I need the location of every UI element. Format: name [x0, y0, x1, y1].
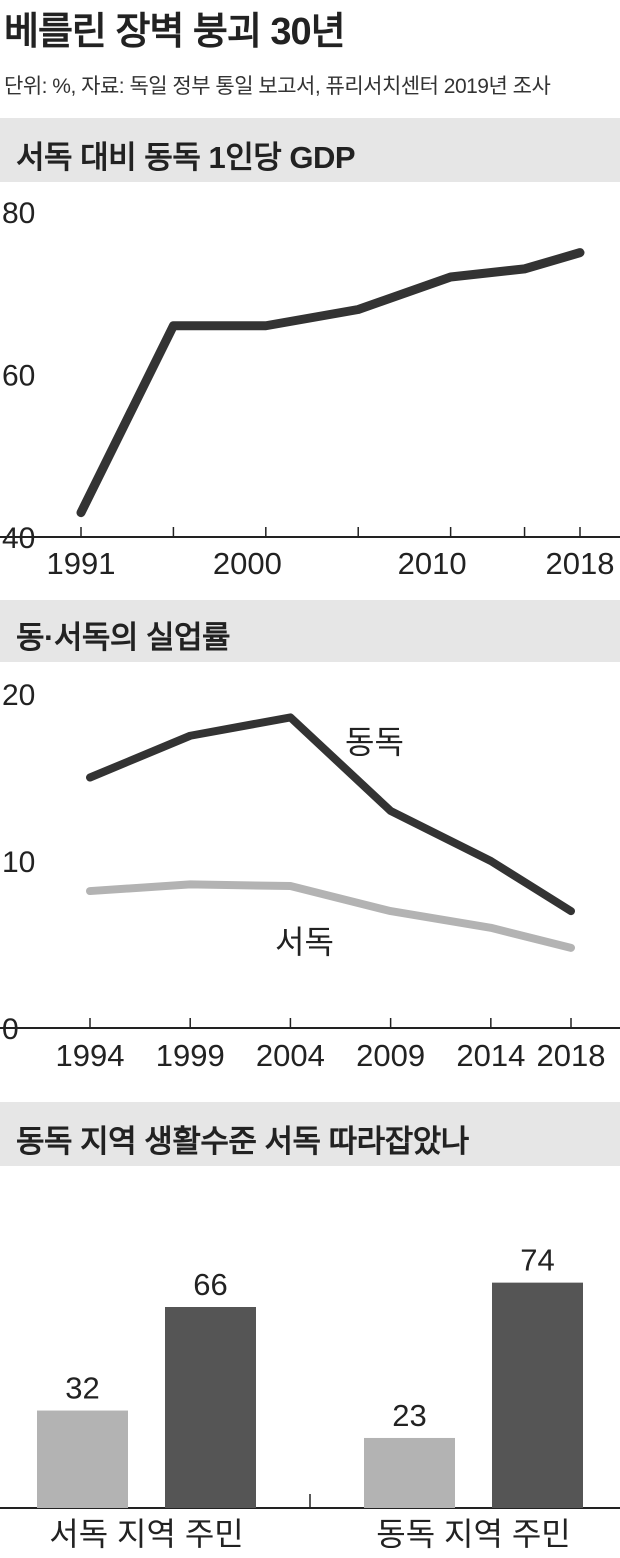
y-tick-label: 40 — [2, 522, 35, 555]
unemployment-chart-title: 동·서독의 실업률 — [16, 620, 231, 655]
bar — [492, 1282, 583, 1508]
category-label: 동독 지역 주민 — [376, 1516, 570, 1552]
y-tick-label: 10 — [2, 846, 35, 879]
x-tick-label: 2009 — [356, 1038, 425, 1073]
bar-value-label: 74 — [520, 1243, 554, 1278]
x-tick-label: 1999 — [156, 1038, 225, 1073]
living-standard-bar-chart: 32 66 서독 지역 주민 23 74 동독 지역 주민 — [0, 1243, 620, 1552]
x-tick-label: 2014 — [456, 1038, 525, 1073]
bar-value-label: 32 — [65, 1371, 99, 1406]
category-label: 서독 지역 주민 — [49, 1516, 243, 1552]
x-tick-label: 1991 — [47, 546, 116, 581]
x-tick-label: 1994 — [56, 1038, 125, 1073]
living-standard-chart-header: 동독 지역 생활수준 서독 따라잡았나 — [0, 1102, 620, 1166]
bar — [37, 1410, 128, 1508]
unemployment-chart-header: 동·서독의 실업률 — [0, 600, 620, 662]
west-germany-label: 서독 — [275, 924, 334, 960]
x-tick-label: 2004 — [256, 1038, 325, 1073]
bar-value-label: 66 — [193, 1267, 227, 1302]
gdp-line-chart: 40 60 80 1991 2000 2010 2018 — [0, 197, 620, 581]
gdp-series-line — [76, 248, 585, 518]
gdp-chart-title: 서독 대비 동독 1인당 GDP — [16, 140, 356, 175]
source-note: 단위: %, 자료: 독일 정부 통일 보고서, 퓨리서치센터 2019년 조사 — [4, 75, 551, 98]
page-title: 베를린 장벽 붕괴 30년 — [4, 11, 346, 53]
living-standard-chart-title: 동독 지역 생활수준 서독 따라잡았나 — [16, 1124, 469, 1159]
gdp-chart-header: 서독 대비 동독 1인당 GDP — [0, 118, 620, 182]
y-tick-label: 80 — [2, 197, 35, 230]
bar-value-label: 23 — [392, 1398, 426, 1433]
x-tick-label: 2018 — [546, 546, 615, 581]
east-germany-label: 동독 — [345, 724, 404, 760]
bar — [165, 1307, 256, 1508]
y-tick-label: 60 — [2, 360, 35, 393]
x-tick-label: 2010 — [398, 546, 467, 581]
y-tick-label: 20 — [2, 679, 35, 712]
x-tick-label: 2000 — [213, 546, 282, 581]
east-germany-line — [86, 713, 575, 916]
y-tick-label: 0 — [2, 1013, 19, 1046]
x-tick-label: 2018 — [537, 1038, 606, 1073]
bar — [364, 1437, 455, 1508]
west-germany-line — [86, 880, 575, 952]
